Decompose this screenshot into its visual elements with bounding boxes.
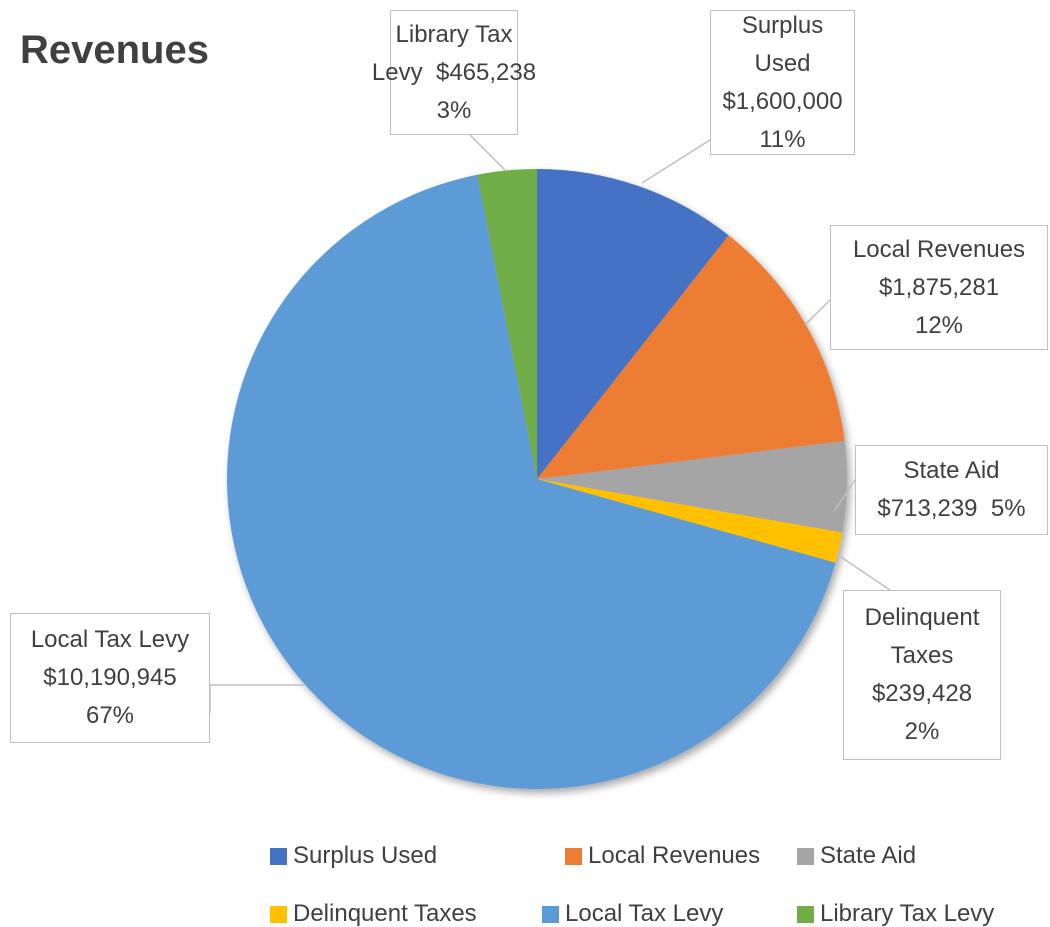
data-label-text: Surplus Used $1,600,000 11% <box>717 7 848 159</box>
leader-lines <box>209 134 891 713</box>
legend-item: Local Revenues <box>565 842 760 870</box>
legend-label: Library Tax Levy <box>820 900 995 927</box>
leader-line <box>641 139 711 184</box>
legend-swatch <box>270 905 287 923</box>
pie <box>226 169 847 789</box>
leader-line <box>209 684 305 713</box>
label-percent: 5% <box>990 495 1026 522</box>
label-category: Local Revenues <box>852 235 1026 263</box>
data-label-text: Local Tax Levy $10,190,945 67% <box>31 621 189 735</box>
legend-swatch <box>797 847 814 865</box>
data-label: Local Revenues $1,875,281 12% <box>830 225 1048 350</box>
label-category: State Aid <box>903 457 1000 484</box>
legend-swatch <box>797 905 814 923</box>
legend-label: Delinquent Taxes <box>293 900 477 927</box>
label-value: $713,239 <box>877 495 978 522</box>
label-percent: 12% <box>914 311 964 339</box>
legend-swatch <box>270 847 287 865</box>
label-percent: 3% <box>436 96 472 124</box>
label-percent: 67% <box>85 702 135 729</box>
label-value: $239,428 <box>871 680 973 707</box>
chart-title: Revenues <box>20 28 209 72</box>
pie-slice <box>537 440 847 533</box>
legend-swatch <box>565 847 582 865</box>
data-label-text: Library Tax Levy $465,238 3% <box>372 16 536 130</box>
legend-label: Surplus Used <box>293 842 438 869</box>
legend-item: Surplus Used <box>270 842 437 870</box>
data-label-text: Delinquent Taxes $239,428 2% <box>850 599 994 751</box>
label-category: Library Tax Levy <box>371 20 513 86</box>
legend-item: State Aid <box>797 842 916 870</box>
label-value: $1,875,281 <box>878 273 1000 301</box>
data-label: Local Tax Levy $10,190,945 67% <box>10 613 210 743</box>
data-label: Library Tax Levy $465,238 3% <box>372 10 536 135</box>
data-label: Delinquent Taxes $239,428 2% <box>843 590 1001 760</box>
legend-item: Delinquent Taxes <box>270 900 477 927</box>
legend-item: Library Tax Levy <box>797 900 994 927</box>
pie-slice <box>537 169 729 479</box>
label-percent: 11% <box>759 125 806 153</box>
pie-slice <box>537 479 843 563</box>
label-value: $10,190,945 <box>43 664 177 691</box>
data-label-text: State Aid $713,239 5% <box>877 452 1025 528</box>
data-label: State Aid $713,239 5% <box>855 445 1048 535</box>
leader-line <box>834 552 891 591</box>
data-label: Surplus Used $1,600,000 11% <box>710 10 855 155</box>
legend-label: State Aid <box>820 842 917 869</box>
pie-slice <box>226 174 836 789</box>
legend-item: Local Tax Levy <box>542 900 723 927</box>
data-label-text: Local Revenues $1,875,281 12% <box>853 231 1025 345</box>
leader-line <box>834 479 856 511</box>
legend-swatch <box>542 905 559 923</box>
label-category: Local Tax Levy <box>30 626 190 653</box>
pie-slice <box>537 235 845 479</box>
legend-label: Local Revenues <box>588 842 761 869</box>
label-category: Surplus Used <box>741 11 824 77</box>
label-category: Delinquent Taxes <box>864 604 980 669</box>
leader-line <box>804 299 831 326</box>
pie-slice <box>477 169 537 479</box>
legend-label: Local Tax Levy <box>565 900 724 927</box>
label-value: $1,600,000 <box>722 87 843 115</box>
label-percent: 2% <box>904 718 940 745</box>
label-value: $465,238 <box>435 58 537 86</box>
leader-line <box>469 134 506 171</box>
